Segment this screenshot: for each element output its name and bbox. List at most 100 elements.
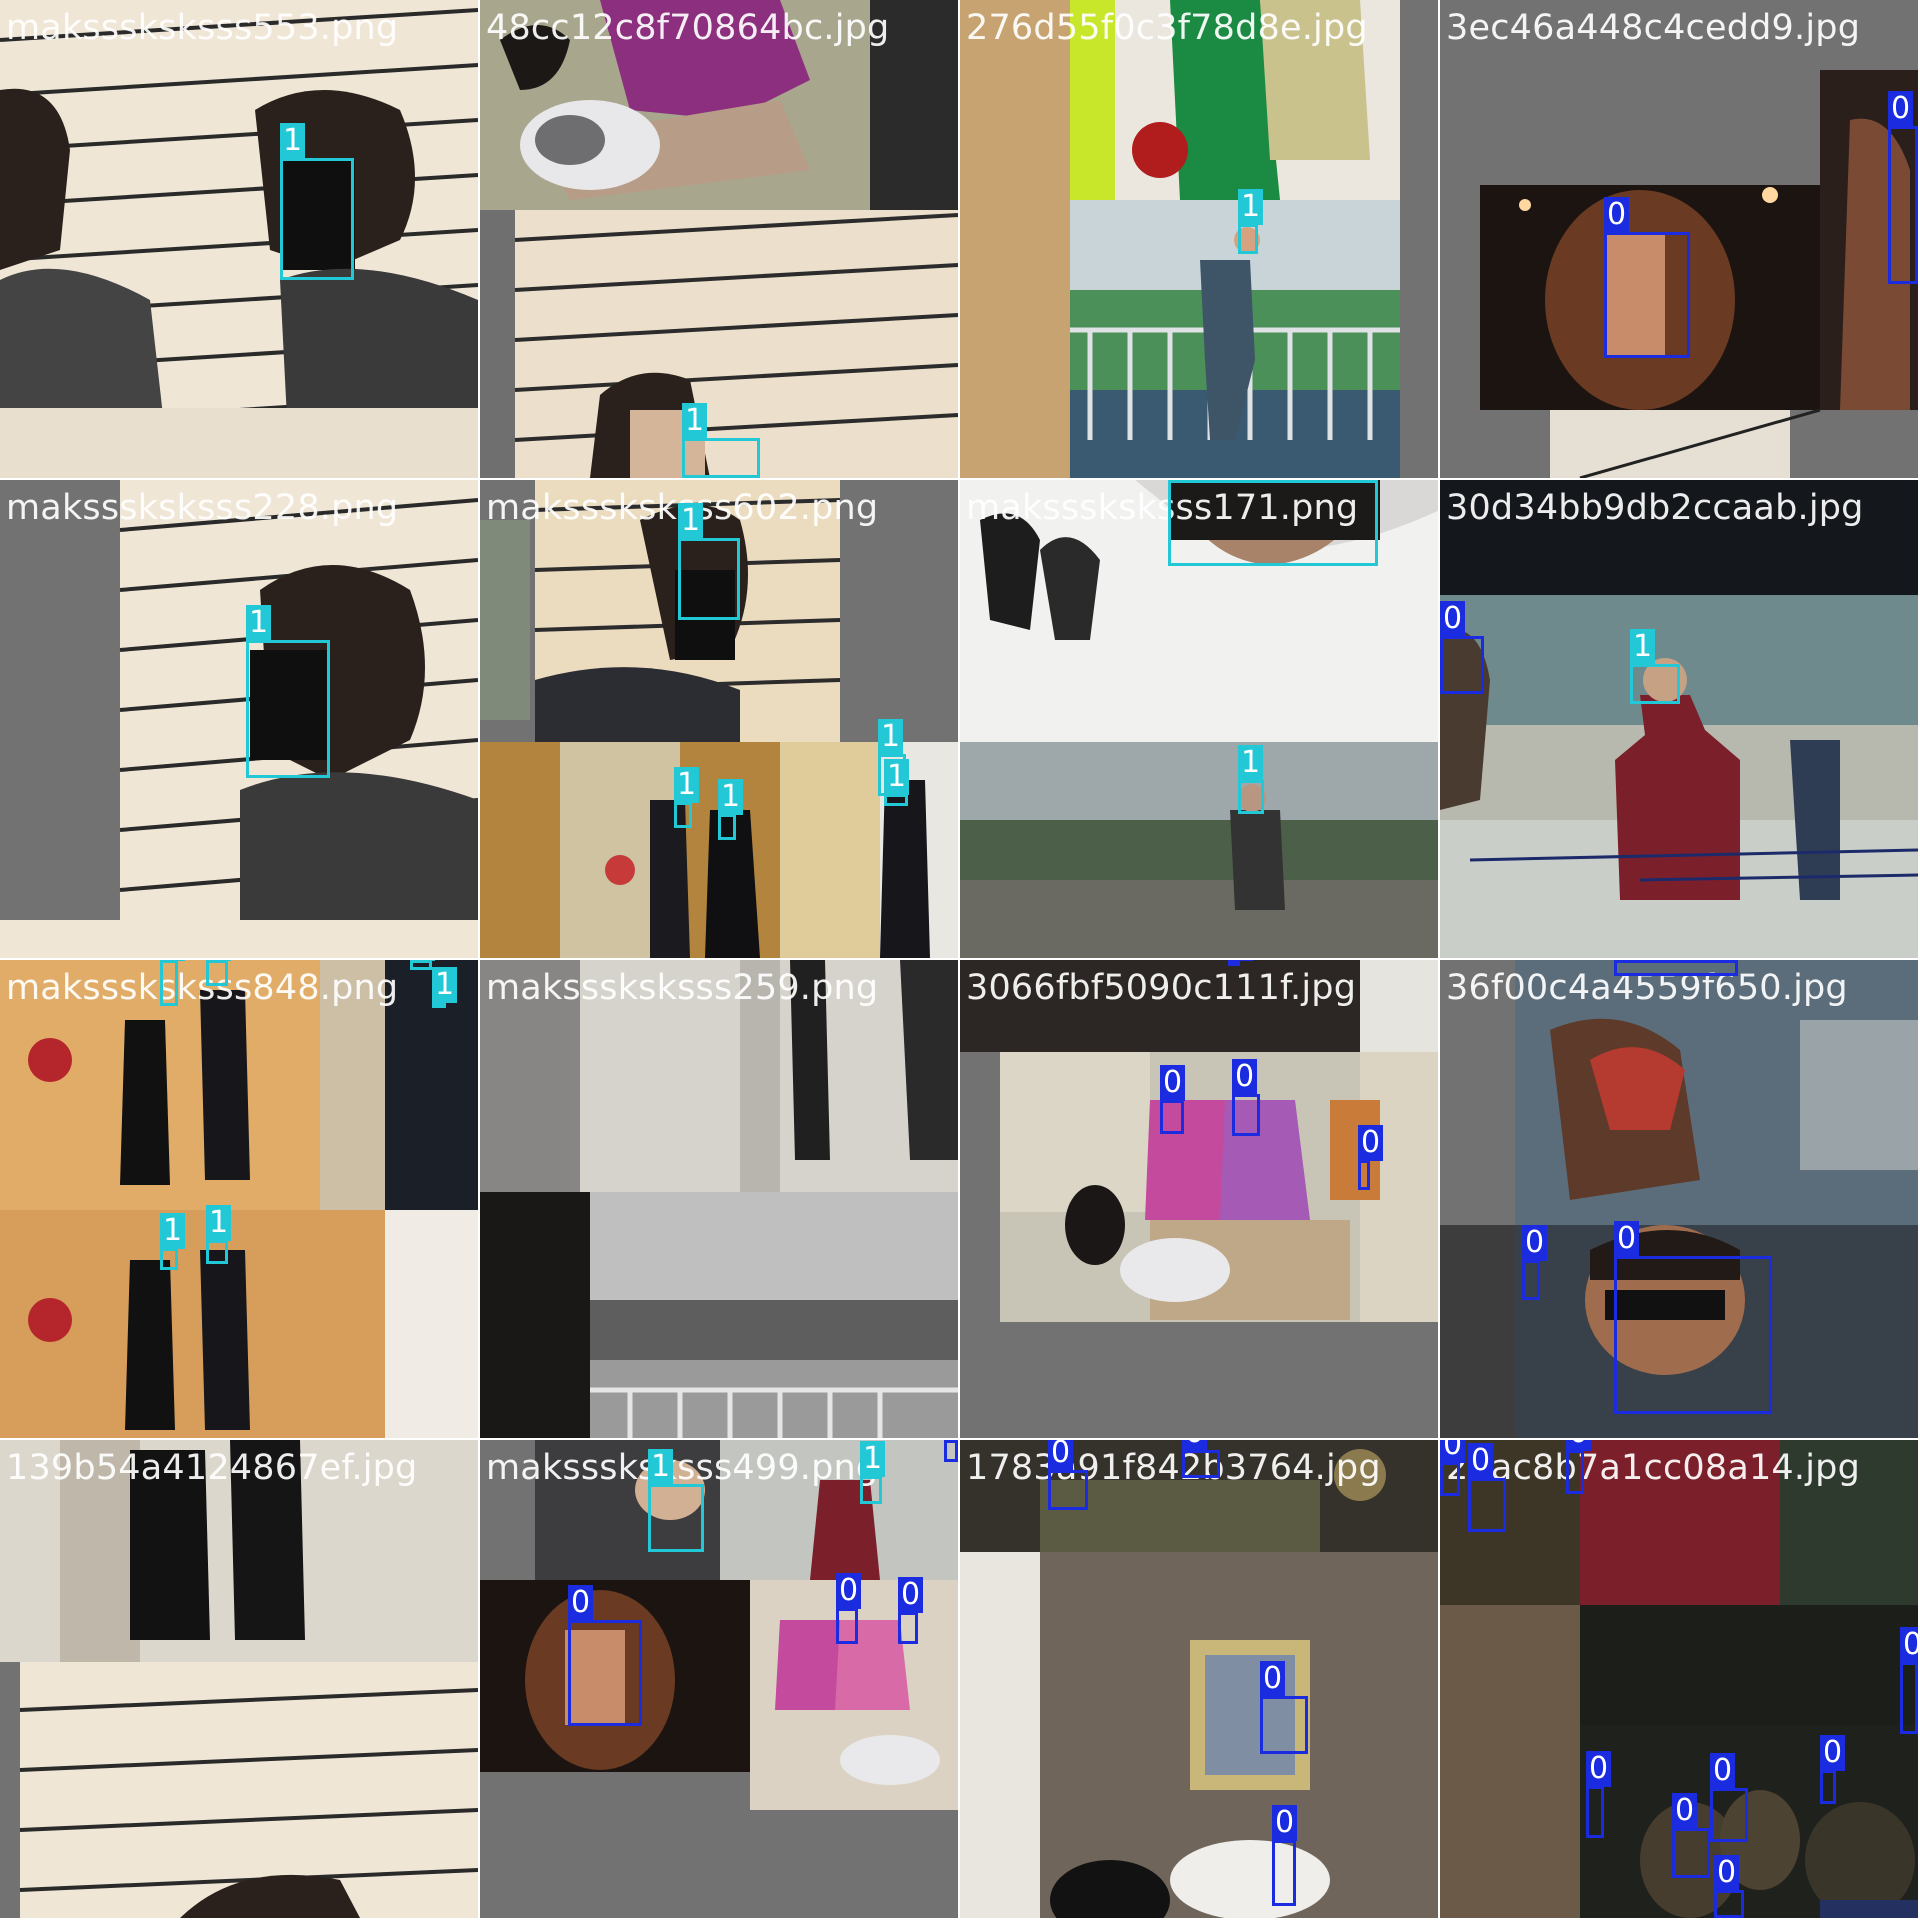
tile-image — [0, 0, 478, 478]
image-filename: 3066fbf5090c111f.jpg — [966, 968, 1357, 1008]
detection-box: 0 — [1272, 1805, 1298, 1906]
image-filename: maksssksksss553.png — [6, 8, 399, 48]
detection-box: 1 — [718, 779, 744, 840]
class-label: 1 — [648, 1449, 674, 1485]
image-filename: maksssksksss499.png — [486, 1448, 879, 1488]
class-label: 0 — [1468, 1443, 1494, 1479]
tile-image — [960, 960, 1438, 1438]
class-label: 1 — [206, 1205, 232, 1241]
class-label: 0 — [1586, 1751, 1612, 1787]
class-label: 1 — [878, 719, 904, 755]
tile-image — [480, 0, 958, 478]
detection-box: 0 — [1714, 1855, 1744, 1918]
detection-box: 1 — [410, 960, 436, 970]
tile-image — [480, 1440, 958, 1918]
detection-box: 1 — [1630, 629, 1680, 704]
tile-image — [1440, 960, 1918, 1438]
class-label: 0 — [1566, 1440, 1592, 1451]
mosaic-tile: maksssksksss228.png 1 — [0, 480, 478, 958]
class-label: 0 — [1358, 1125, 1384, 1161]
class-label: 1 — [884, 759, 910, 795]
detection-box: 1 — [678, 503, 740, 620]
image-filename: maksssksksss259.png — [486, 968, 879, 1008]
tile-image — [480, 960, 958, 1438]
image-filename: 3ec46a448c4cedd9.jpg — [1446, 8, 1861, 48]
class-label: 1 — [674, 767, 700, 803]
mosaic-tile: 139b54a4124867ef.jpg — [0, 1440, 478, 1918]
tile-image — [0, 960, 478, 1438]
mosaic-tile: 276d55f0c3f78d8e.jpg 1 — [960, 0, 1438, 478]
class-label: 0 — [1160, 1065, 1186, 1101]
detection-box: 1 — [160, 1213, 186, 1270]
class-label: 1 — [206, 960, 232, 961]
mosaic-tile: maksssksksss553.png 1 — [0, 0, 478, 478]
detection-box: 1 — [884, 759, 910, 806]
detection-box: 0 — [1358, 1125, 1384, 1190]
mosaic-tile: 30d34bb9db2ccaab.jpg 0 1 — [1440, 480, 1918, 958]
class-label: 1 — [1238, 189, 1264, 225]
tile-image — [1440, 480, 1918, 958]
class-label: 1 — [160, 1213, 186, 1249]
class-label: 0 — [1182, 1440, 1208, 1451]
class-label: 0 — [1440, 1440, 1466, 1463]
detection-box: 0 — [1888, 91, 1918, 284]
tile-image — [960, 0, 1438, 478]
tile-image — [1440, 0, 1918, 478]
detection-box: 0 — [1672, 1793, 1710, 1878]
detection-box: 0 — [1614, 960, 1738, 976]
detection-box: 0 — [1160, 1065, 1186, 1134]
detection-box: 0 — [1820, 1735, 1846, 1804]
image-filename: 30d34bb9db2ccaab.jpg — [1446, 488, 1864, 528]
class-label: 0 — [1672, 1793, 1698, 1829]
class-label: 0 — [1048, 1440, 1074, 1471]
detection-box: 1 — [648, 1449, 704, 1552]
image-filename: 1783a91f842b3764.jpg — [966, 1448, 1381, 1488]
class-label: 0 — [1900, 1627, 1918, 1663]
detection-box: 0 — [1260, 1661, 1308, 1754]
class-label: 0 — [1232, 1059, 1258, 1095]
class-label: 1 — [160, 960, 186, 961]
class-label: 0 — [1714, 1855, 1740, 1891]
detection-box: 0 — [1710, 1753, 1748, 1842]
detection-box: 1 — [674, 767, 700, 828]
detection-box: 0 — [1440, 1440, 1466, 1496]
mosaic-tile: maksssksksss259.png — [480, 960, 958, 1438]
class-label: 0 — [1614, 1221, 1640, 1257]
image-filename: maksssksksss228.png — [6, 488, 399, 528]
mosaic-tile: 1783a91f842b3764.jpg 0 0 0 0 — [960, 1440, 1438, 1918]
detection-box: 1 — [432, 967, 458, 1008]
mosaic-tile: maksssksksss602.png 1 1 1 1 1 — [480, 480, 958, 958]
class-label: 1 — [860, 1441, 886, 1477]
detection-box: 1 — [206, 1205, 232, 1264]
detection-box: 0 — [1604, 197, 1690, 358]
class-label: 1 — [682, 403, 708, 439]
class-label: 0 — [836, 1573, 862, 1609]
mosaic-tile: maksssksksss848.png 1 1 1 1 1 1 — [0, 960, 478, 1438]
detection-box: 1 — [1238, 745, 1264, 814]
tile-image — [0, 480, 478, 958]
image-filename: 139b54a4124867ef.jpg — [6, 1448, 418, 1488]
class-label: 1 — [1168, 480, 1194, 481]
class-label: 0 — [1710, 1753, 1736, 1789]
image-filename: 276d55f0c3f78d8e.jpg — [966, 8, 1368, 48]
class-label: 1 — [280, 123, 306, 159]
class-label: 0 — [1614, 960, 1640, 961]
detection-box: 0 — [944, 1440, 958, 1462]
image-filename: 20ac8b7a1cc08a14.jpg — [1446, 1448, 1860, 1488]
class-label: 1 — [246, 605, 272, 641]
class-label: 1 — [1238, 745, 1264, 781]
mosaic-tile: maksssksksss171.png 1 1 — [960, 480, 1438, 958]
detection-box: 1 — [860, 1441, 886, 1504]
class-label: 0 — [1604, 197, 1630, 233]
detection-box: 0 — [1586, 1751, 1612, 1838]
class-label: 0 — [1440, 601, 1466, 637]
detection-box: 1 — [206, 960, 232, 986]
detection-box: 0 — [1440, 601, 1484, 694]
detection-box: 1 — [246, 605, 330, 778]
detection-box: 1 — [280, 123, 354, 280]
class-label: 0 — [1820, 1735, 1846, 1771]
mosaic-tile: 36f00c4a4559f650.jpg 0 0 0 — [1440, 960, 1918, 1438]
class-label: 0 — [568, 1585, 594, 1621]
class-label: 0 — [1228, 960, 1254, 961]
